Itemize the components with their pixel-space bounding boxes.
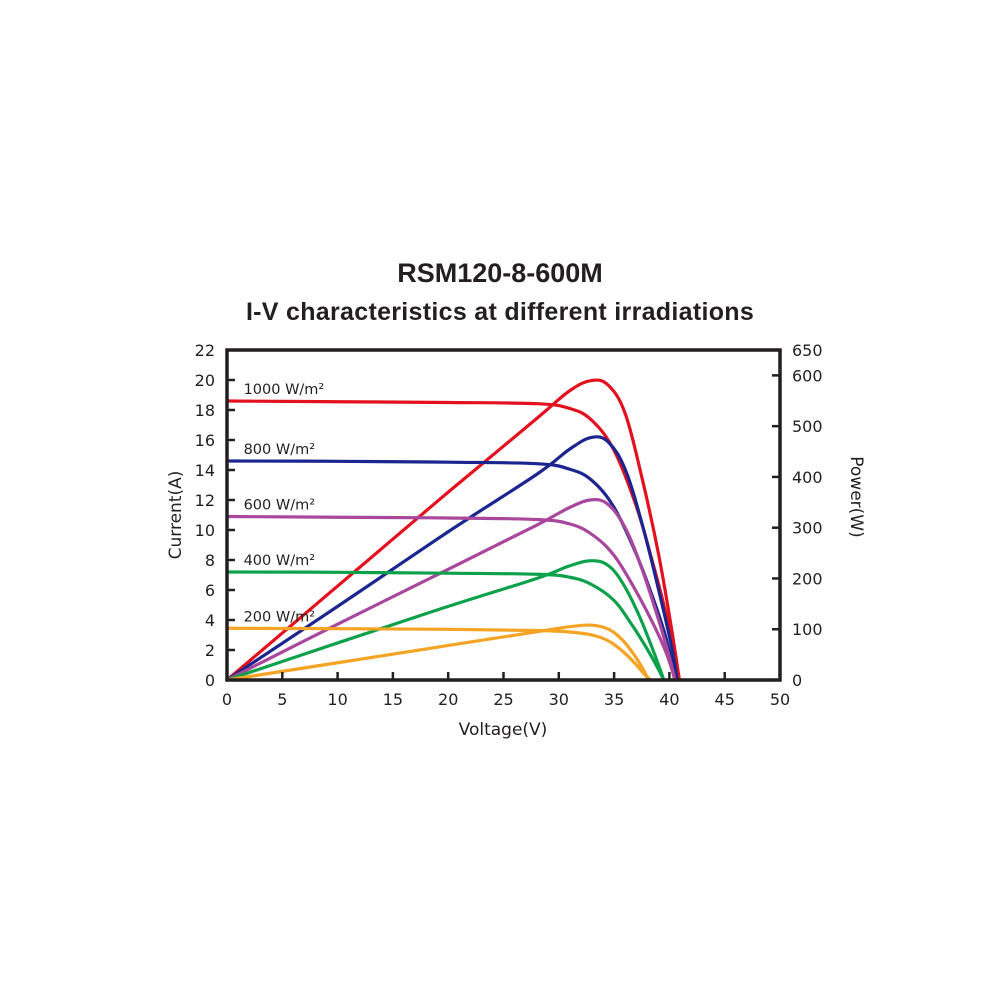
series-label-0: 1000 W/m² [244,382,325,398]
y2-tick-label-2: 200 [792,569,823,588]
series-layer [225,378,681,682]
y-tick-label-9: 18 [195,401,215,420]
y-tick-label-10: 20 [195,371,215,390]
series-label-3: 400 W/m² [244,553,315,569]
y2-tick-label-7: 650 [792,341,823,360]
y2-tick-label-0: 0 [792,671,802,690]
y-tick-label-2: 4 [205,611,215,630]
pv-curve-0 [225,378,681,682]
y-tick-label-8: 16 [195,431,215,450]
y-tick-label-4: 8 [205,551,215,570]
x-tick-label-1: 5 [277,690,287,709]
y2-tick-label-3: 300 [792,519,823,538]
iv-curve-2 [225,514,677,682]
y2-axis-label: Power(W) [846,456,866,537]
ticks-layer: 0246810121416182022010020030040050060065… [195,341,823,709]
chart-subtitle: I-V characteristics at different irradia… [245,298,755,326]
series-label-4: 200 W/m² [244,609,315,625]
labels-layer: 1000 W/m² 800 W/m² 600 W/m² 400 W/m² 200 W/m… [244,382,325,625]
pv-curve-2 [225,498,677,682]
y2-tick-label-6: 600 [792,366,823,385]
y2-tick-label-4: 400 [792,468,823,487]
x-tick-label-6: 30 [549,690,569,709]
y2-tick-label-5: 500 [792,417,823,436]
x-axis-label: Voltage(V) [459,720,548,740]
y-tick-label-11: 22 [195,341,215,360]
y2-tick-label-1: 100 [792,620,823,639]
y-tick-label-1: 2 [205,641,215,660]
x-tick-label-10: 50 [770,690,790,709]
y-tick-label-3: 6 [205,581,215,600]
iv-curve-3 [225,570,666,682]
x-tick-label-3: 15 [383,690,403,709]
y-tick-label-7: 14 [195,461,215,480]
pv-curve-4 [225,623,650,682]
x-tick-label-2: 10 [327,690,347,709]
x-tick-label-4: 20 [438,690,458,709]
iv-curve-4 [225,626,653,682]
y-tick-label-0: 0 [205,671,215,690]
y-tick-label-5: 10 [195,521,215,540]
series-label-1: 800 W/m² [244,442,315,458]
x-tick-label-9: 45 [715,690,735,709]
series-label-2: 600 W/m² [244,498,315,514]
iv-curve-1 [225,459,679,682]
chart-title: RSM120-8-600M [397,258,603,288]
x-tick-label-8: 40 [659,690,679,709]
y-tick-label-6: 12 [195,491,215,510]
x-tick-label-7: 35 [604,690,624,709]
y-axis-label: Current(A) [166,471,186,560]
x-tick-label-5: 25 [493,690,513,709]
x-tick-label-0: 0 [222,690,232,709]
